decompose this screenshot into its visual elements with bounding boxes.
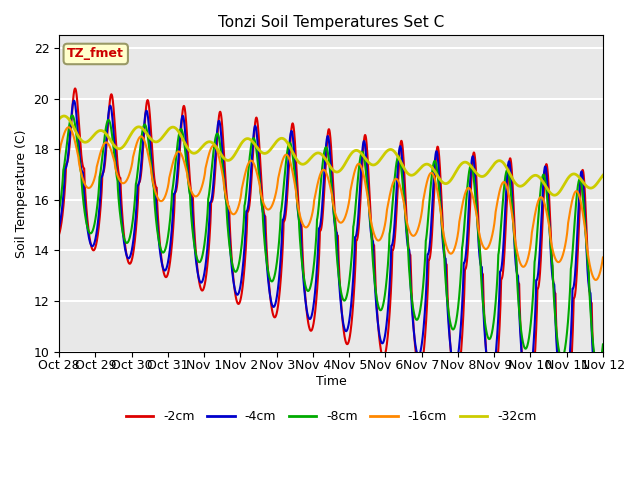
Title: Tonzi Soil Temperatures Set C: Tonzi Soil Temperatures Set C	[218, 15, 444, 30]
X-axis label: Time: Time	[316, 375, 346, 388]
Legend: -2cm, -4cm, -8cm, -16cm, -32cm: -2cm, -4cm, -8cm, -16cm, -32cm	[120, 405, 541, 428]
Text: TZ_fmet: TZ_fmet	[67, 48, 124, 60]
Y-axis label: Soil Temperature (C): Soil Temperature (C)	[15, 129, 28, 258]
